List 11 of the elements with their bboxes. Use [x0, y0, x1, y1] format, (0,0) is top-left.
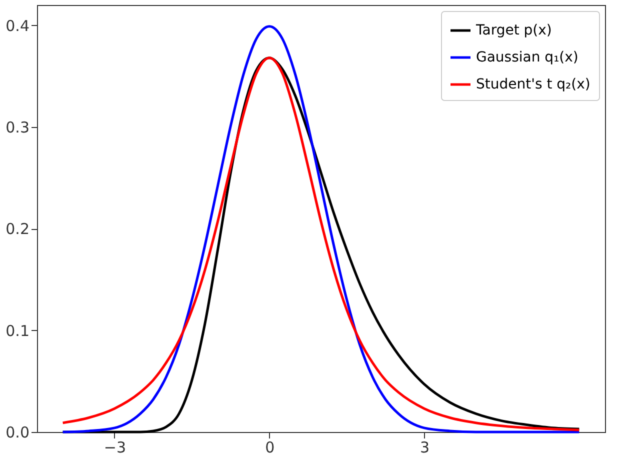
legend-label: Student's t q₂(x) [476, 76, 590, 92]
y-tick-label: 0.3 [6, 118, 30, 136]
x-tick-label: −3 [104, 438, 126, 456]
x-tick-label: 3 [420, 438, 430, 456]
y-tick-label: 0.2 [6, 220, 30, 238]
y-tick-label: 0.1 [6, 322, 30, 340]
legend-label: Gaussian q₁(x) [476, 50, 578, 66]
x-tick-label: 0 [265, 438, 275, 456]
y-tick-label: 0.0 [6, 424, 30, 442]
legend-label: Target p(x) [475, 22, 552, 38]
y-tick-label: 0.4 [6, 16, 30, 35]
